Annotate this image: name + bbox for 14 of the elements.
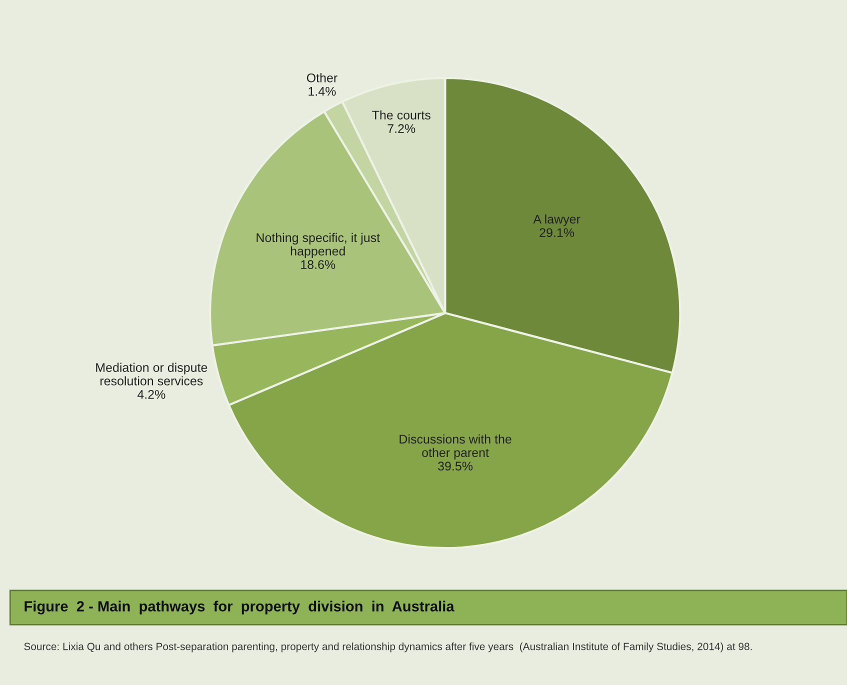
slice-label: A lawyer (533, 214, 580, 226)
data-label: 7.2% (388, 124, 416, 133)
data-label: 18.6% (301, 260, 336, 270)
data-label: 29.1% (540, 228, 574, 238)
source-note: Source: Lixia Qu and others Post-separation parenting, property and relationship dynamics after five years (Australian Institute of Family Studies, 2014) at 98. (24, 642, 752, 652)
slice-label: The courts (372, 110, 430, 120)
data-label: 1.4% (308, 86, 336, 96)
slice-label: Mediation or dispute resolution services (96, 362, 208, 386)
data-label: 39.5% (438, 462, 473, 471)
data-label: 4.2% (137, 390, 166, 399)
text: Figure 2 - Main pathways for property division in Australia (24, 600, 454, 614)
slice-label: Other (306, 73, 338, 82)
slice-label: Nothing specific, it just happened (256, 232, 380, 258)
slice-label: Discussions with the other parent (400, 434, 512, 460)
